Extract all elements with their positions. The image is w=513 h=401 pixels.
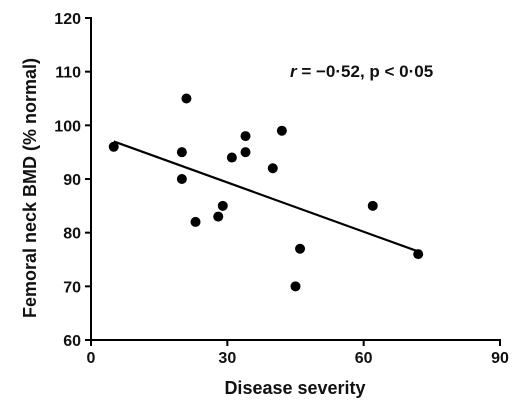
correlation-annotation: r = −0·52, p < 0·05 bbox=[290, 62, 433, 81]
data-point bbox=[108, 141, 119, 152]
x-tick-label: 30 bbox=[218, 350, 236, 367]
data-point bbox=[240, 147, 251, 158]
x-tick-label: 60 bbox=[355, 350, 373, 367]
r-symbol: r bbox=[290, 62, 298, 81]
correlation-text: = −0·52, p < 0·05 bbox=[297, 62, 434, 81]
y-tick-label: 110 bbox=[55, 65, 81, 82]
y-tick-label: 120 bbox=[54, 11, 81, 28]
y-tick-label: 80 bbox=[63, 226, 81, 243]
data-point bbox=[217, 200, 228, 211]
data-point bbox=[176, 147, 187, 158]
data-point bbox=[226, 152, 237, 163]
data-point bbox=[295, 243, 306, 254]
y-axis-title: Femoral neck BMD (% normal) bbox=[20, 58, 40, 318]
data-point bbox=[367, 200, 378, 211]
data-points bbox=[108, 93, 424, 292]
data-point bbox=[213, 211, 224, 222]
data-point bbox=[176, 174, 187, 184]
x-axis-title: Disease severity bbox=[224, 378, 365, 398]
y-tick-label: 70 bbox=[63, 279, 81, 296]
regression-group bbox=[113, 140, 419, 253]
data-point bbox=[413, 249, 424, 260]
ticks: 60 70 80 90 100 110 120 0 30 60 90 bbox=[54, 11, 509, 367]
data-point bbox=[190, 216, 201, 227]
y-tick-label: 60 bbox=[63, 333, 81, 350]
data-point bbox=[276, 125, 287, 136]
data-point bbox=[290, 281, 301, 292]
y-tick-label: 100 bbox=[54, 118, 81, 135]
data-point bbox=[181, 93, 192, 104]
regression-line bbox=[113, 140, 419, 253]
y-tick-label: 90 bbox=[63, 172, 81, 189]
x-tick-label: 90 bbox=[491, 350, 509, 367]
data-point bbox=[267, 163, 278, 174]
data-point bbox=[240, 131, 251, 142]
x-tick-label: 0 bbox=[87, 350, 96, 367]
